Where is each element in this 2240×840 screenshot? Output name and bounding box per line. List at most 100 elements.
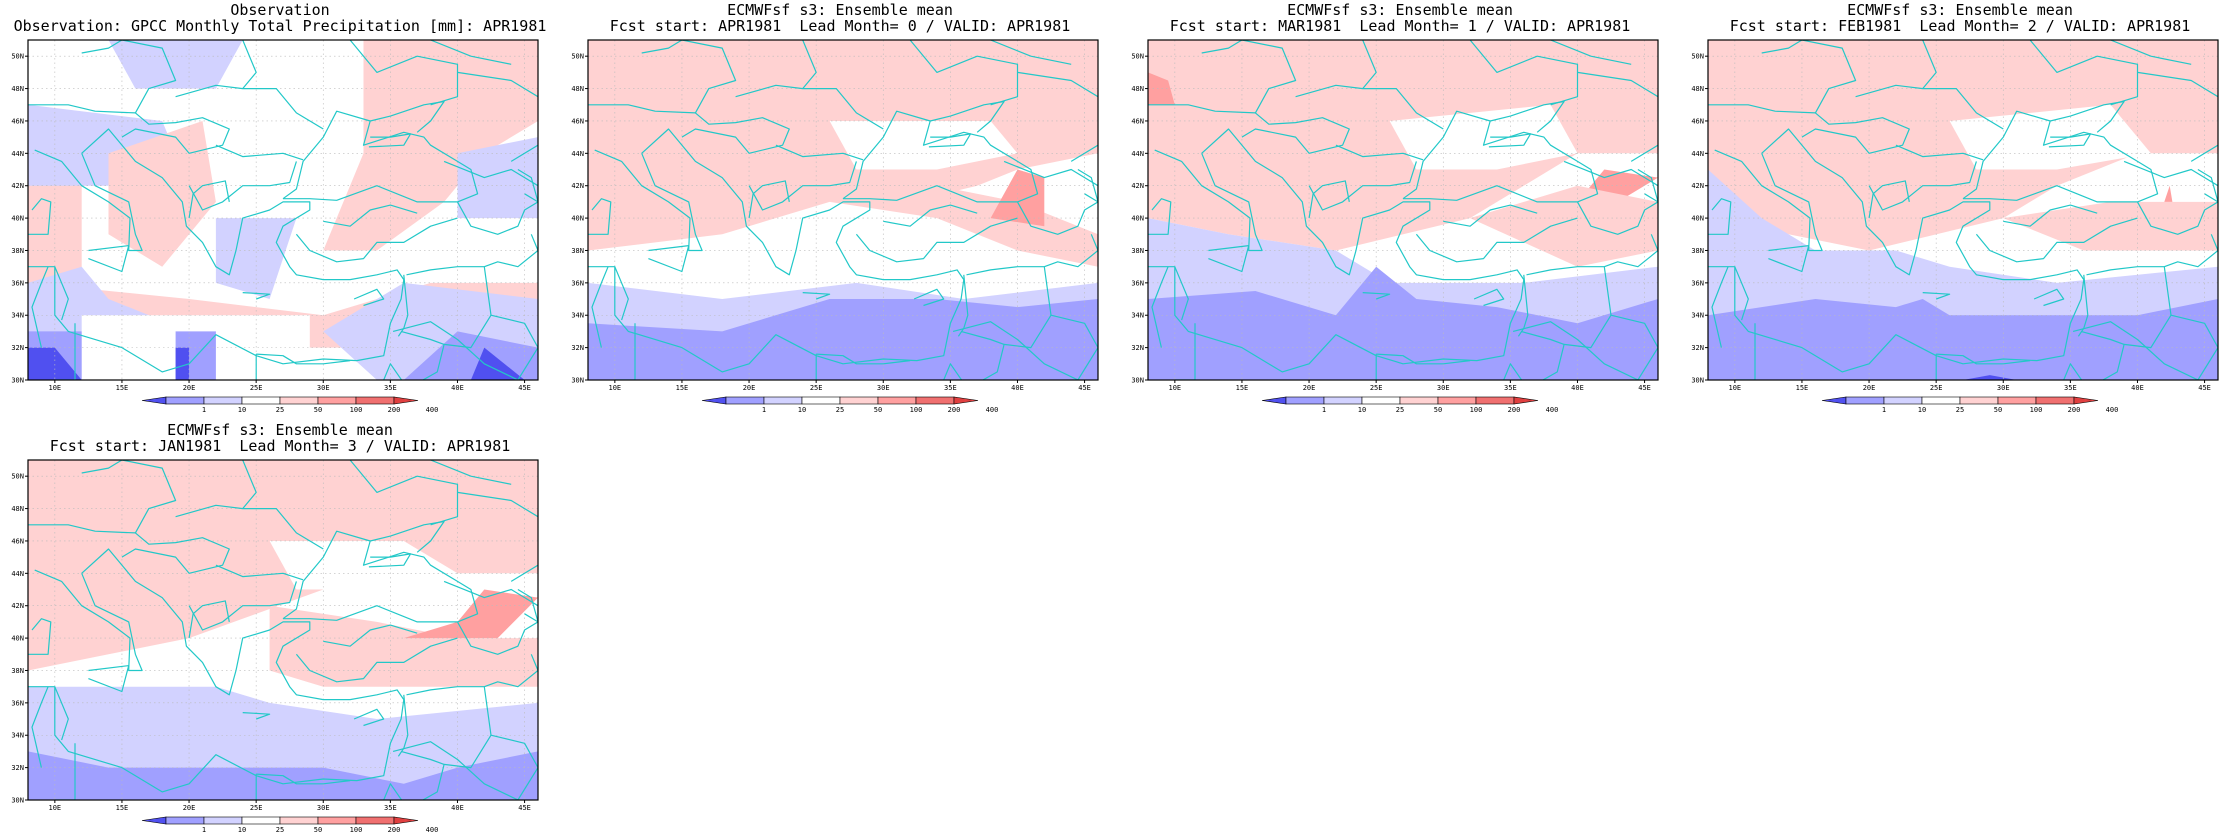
panel-title-line2: Fcst start: JAN1981 Lead Month= 3 / VALI… [49,437,511,455]
coastlines [28,40,538,380]
precip-shading [2164,185,2173,202]
lat-tick-label: 44N [571,150,584,158]
colorbar-label: 400 [426,826,439,834]
precip-shading [588,299,1098,380]
lat-tick-label: 42N [1131,182,1144,190]
lon-tick-label: 40E [451,804,464,812]
lon-tick-label: 15E [1796,384,1809,392]
lat-tick-label: 30N [11,797,24,805]
lat-tick-label: 48N [1691,85,1704,93]
lat-tick-label: 38N [1131,247,1144,255]
lat-tick-label: 34N [1691,312,1704,320]
colorbar-label: 400 [2106,406,2119,414]
lat-tick-label: 46N [11,117,24,125]
lon-tick-label: 25E [810,384,823,392]
map-svg: 30N 32N 34N 36N 38N 40N 42N 44N 46N 48N 50N 10E 15E 2… [1131,39,1659,414]
lon-tick-label: 25E [250,384,263,392]
lon-tick-label: 25E [1370,384,1383,392]
lat-tick-label: 48N [571,85,584,93]
lat-tick-label: 44N [1131,150,1144,158]
colorbar-label: 25 [1396,406,1404,414]
lon-tick-label: 35E [2064,384,2077,392]
precip-shading [269,605,538,687]
lon-tick-label: 35E [384,384,397,392]
lat-tick-label: 36N [1131,279,1144,287]
lat-tick-label: 44N [1691,150,1704,158]
lon-tick-label: 15E [116,384,129,392]
lon-tick-label: 30E [1997,384,2010,392]
lon-tick-label: 10E [49,804,62,812]
precip-shading [829,185,1098,267]
lat-tick-label: 42N [11,602,24,610]
colorbar-label: 50 [314,406,322,414]
lat-tick-label: 38N [11,667,24,675]
precip-shading [1470,185,1658,267]
panel-title-line2: Fcst start: MAR1981 Lead Month= 1 / VALI… [1169,17,1631,35]
lat-tick-label: 40N [571,215,584,223]
lat-tick-label: 48N [11,505,24,513]
coastlines [1148,40,1658,380]
coastlines [588,40,1098,380]
lon-tick-label: 25E [250,804,263,812]
lat-tick-label: 40N [1131,215,1144,223]
map-area [1148,40,1658,380]
lon-tick-label: 30E [877,384,890,392]
colorbar-label: 50 [1994,406,2002,414]
lon-tick-label: 10E [49,384,62,392]
lat-tick-label: 42N [1691,182,1704,190]
panel-title-line2: Observation: GPCC Monthly Total Precipit… [13,17,547,35]
lat-tick-label: 46N [11,537,24,545]
colorbar-label: 50 [314,826,322,834]
lon-tick-label: 20E [183,384,196,392]
lon-tick-label: 40E [1571,384,1584,392]
colorbar-label: 100 [350,406,363,414]
colorbar-label: 400 [426,406,439,414]
colorbar-label: 25 [836,406,844,414]
lon-tick-label: 15E [676,384,689,392]
colorbar-label: 1 [762,406,766,414]
map-panel-lead0: ECMWFsf s3: Ensemble mean Fcst start: APR… [560,0,1120,420]
panel-title-line1: Observation [230,1,330,19]
coastlines [1708,40,2218,380]
lon-tick-label: 30E [317,804,330,812]
lon-tick-label: 45E [2198,384,2211,392]
precip-shading [175,347,190,380]
lon-tick-label: 20E [743,384,756,392]
colorbar-label: 200 [948,406,961,414]
map-svg: 30N 32N 34N 36N 38N 40N 42N 44N 46N 48N 50N 10E 15E 2… [11,459,539,834]
lat-tick-label: 34N [11,312,24,320]
lat-tick-label: 32N [1131,344,1144,352]
lon-tick-label: 40E [2131,384,2144,392]
map-frame [587,39,1099,381]
coastlines [28,460,538,800]
lat-tick-label: 50N [1131,53,1144,61]
lat-tick-label: 30N [1131,377,1144,385]
lon-tick-label: 15E [1236,384,1249,392]
lat-tick-label: 46N [1131,117,1144,125]
lon-tick-label: 20E [1303,384,1316,392]
precip-shading [403,589,538,639]
lat-tick-label: 38N [11,247,24,255]
lon-tick-label: 30E [1437,384,1450,392]
colorbar-label: 200 [1508,406,1521,414]
precip-shading [108,40,243,89]
lat-tick-label: 50N [1691,53,1704,61]
lat-tick-label: 32N [571,344,584,352]
lat-tick-label: 40N [11,215,24,223]
lat-tick-label: 38N [571,247,584,255]
colorbar-label: 1 [202,826,206,834]
lat-tick-label: 48N [1131,85,1144,93]
lon-tick-label: 35E [384,804,397,812]
colorbar-label: 100 [910,406,923,414]
lon-tick-label: 10E [609,384,622,392]
precip-shading [28,347,82,380]
lat-tick-label: 46N [1691,117,1704,125]
lat-tick-label: 32N [11,764,24,772]
colorbar-label: 1 [202,406,206,414]
colorbar-label: 1 [1322,406,1326,414]
colorbar-label: 10 [1358,406,1366,414]
lat-tick-label: 50N [11,53,24,61]
lon-tick-label: 20E [1863,384,1876,392]
map-area [1708,40,2218,380]
lon-tick-label: 45E [1638,384,1651,392]
